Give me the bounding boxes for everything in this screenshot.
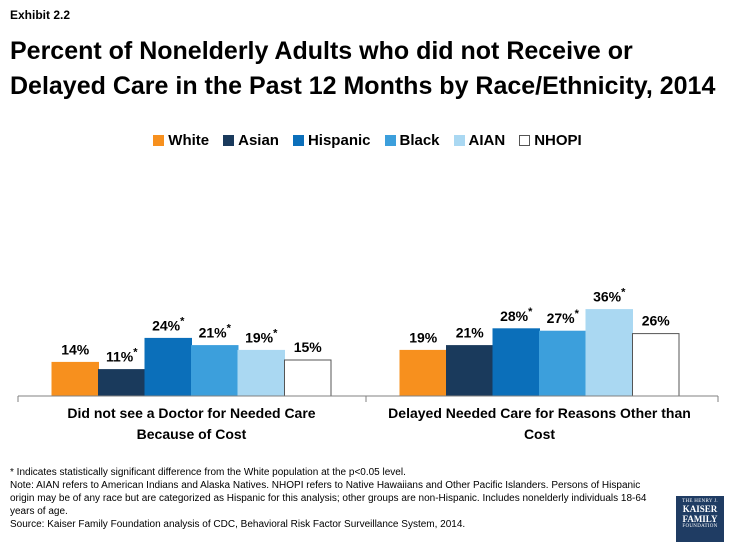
- logo-line3: FOUNDATION: [682, 524, 718, 529]
- data-label-white-2: 19%: [409, 329, 438, 345]
- legend-swatch: [292, 135, 304, 146]
- data-label-asian-2: 21%: [456, 325, 485, 341]
- category-label-2-line2: Cost: [524, 426, 555, 442]
- bar-aian-1: [237, 349, 285, 397]
- legend-item-hispanic: Hispanic: [292, 132, 371, 149]
- source-note: Source: Kaiser Family Foundation analysi…: [10, 519, 466, 530]
- data-label-hispanic-2: 28%*: [500, 306, 533, 324]
- bar-asian-1: [98, 369, 146, 397]
- legend-label: Hispanic: [307, 132, 371, 149]
- logo-line1: THE HENRY J.: [682, 499, 718, 504]
- bar-black-1: [191, 345, 239, 397]
- data-label-black-2: 27%*: [547, 308, 580, 326]
- legend-swatch: [223, 135, 235, 146]
- legend-swatch: [384, 135, 396, 146]
- legend-label: NHOPI: [534, 132, 582, 149]
- logo-family: FAMILY: [682, 514, 718, 524]
- bar-nhopi-1: [284, 359, 332, 397]
- data-label-aian-2: 36%*: [593, 287, 626, 305]
- bar-chart: 14% 11%* 24%* 21%* 19%* 15% Did not see a Doct…: [17, 287, 719, 442]
- exhibit-label: Exhibit 2.2: [10, 8, 71, 22]
- legend-label: Black: [399, 132, 440, 149]
- kff-logo: THE HENRY J. KAISER FAMILY FOUNDATION: [676, 496, 724, 542]
- footnotes: * Indicates statistically significant di…: [10, 466, 665, 531]
- data-label-nhopi-1: 15%: [294, 339, 323, 355]
- chart-title: Percent of Nonelderly Adults who did not…: [10, 34, 730, 104]
- bar-white-1: [51, 361, 99, 397]
- bar-white-2: [399, 349, 447, 397]
- legend-swatch: [519, 135, 531, 146]
- legend-item-aian: AIAN: [453, 132, 506, 149]
- category-label-1-line2: Because of Cost: [137, 426, 247, 442]
- bar-aian-2: [585, 309, 633, 397]
- legend-item-black: Black: [384, 132, 440, 149]
- legend-swatch: [153, 135, 165, 146]
- data-label-hispanic-1: 24%*: [152, 315, 185, 333]
- legend-item-white: White: [153, 132, 209, 149]
- bar-nhopi-2: [632, 333, 680, 397]
- legend-swatch: [453, 135, 465, 146]
- data-label-black-1: 21%*: [199, 323, 232, 341]
- bar-black-2: [539, 330, 587, 397]
- legend-item-asian: Asian: [223, 132, 279, 149]
- bar-hispanic-1: [144, 337, 192, 397]
- legend-label: White: [168, 132, 210, 149]
- logo-kaiser: KAISER: [682, 504, 718, 514]
- legend: White Asian Hispanic Black AIAN NHOPI: [0, 132, 735, 149]
- category-label-1-line1: Did not see a Doctor for Needed Care: [67, 405, 315, 421]
- definitions-note: Note: AIAN refers to American Indians an…: [10, 480, 647, 517]
- significance-note: * Indicates statistically significant di…: [10, 467, 406, 478]
- bar-asian-2: [446, 345, 494, 397]
- chart-title-line2: Delayed Care in the Past 12 Months by Ra…: [10, 72, 716, 100]
- legend-label: Asian: [238, 132, 279, 149]
- data-label-nhopi-2: 26%: [642, 313, 671, 329]
- data-label-asian-1: 11%*: [106, 347, 138, 365]
- data-label-white-1: 14%: [61, 341, 90, 357]
- bar-hispanic-2: [492, 328, 540, 397]
- chart-title-line1: Percent of Nonelderly Adults who did not…: [10, 37, 633, 65]
- data-label-aian-1: 19%*: [245, 327, 278, 345]
- legend-item-nhopi: NHOPI: [519, 132, 582, 149]
- legend-label: AIAN: [468, 132, 506, 149]
- category-label-2-line1: Delayed Needed Care for Reasons Other th…: [388, 405, 691, 421]
